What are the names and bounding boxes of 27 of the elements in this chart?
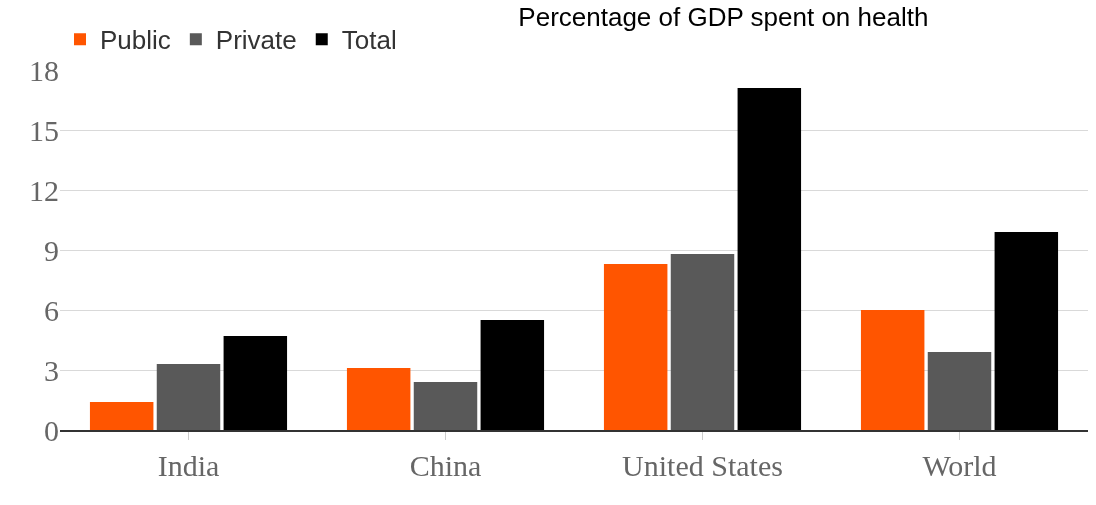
legend-label: Total xyxy=(341,25,397,56)
bar xyxy=(670,254,735,430)
bar xyxy=(860,310,925,430)
bar xyxy=(156,364,221,430)
bar xyxy=(603,264,668,430)
legend-label: Private xyxy=(215,25,297,56)
y-tick-label: 15 xyxy=(29,113,59,147)
y-tick-label: 9 xyxy=(44,233,59,267)
y-tick-label: 0 xyxy=(44,413,59,447)
x-tick-label: India xyxy=(157,448,220,482)
chart-title: Percentage of GDP spent on health xyxy=(518,1,929,32)
bar xyxy=(480,320,545,430)
x-tick-label: United States xyxy=(622,448,783,482)
y-tick-label: 6 xyxy=(44,293,59,327)
legend-label: Public xyxy=(100,25,171,56)
bar xyxy=(927,352,992,430)
x-tick-label: World xyxy=(922,448,997,482)
y-tick-label: 12 xyxy=(29,173,59,207)
bar xyxy=(89,402,154,430)
y-tick-label: 3 xyxy=(44,353,59,387)
x-tick-label: China xyxy=(409,448,482,482)
y-tick-label: 18 xyxy=(29,53,59,87)
bar xyxy=(223,336,288,430)
bar xyxy=(413,382,478,430)
bar xyxy=(346,368,411,430)
bar xyxy=(737,88,802,430)
bar xyxy=(994,232,1059,430)
